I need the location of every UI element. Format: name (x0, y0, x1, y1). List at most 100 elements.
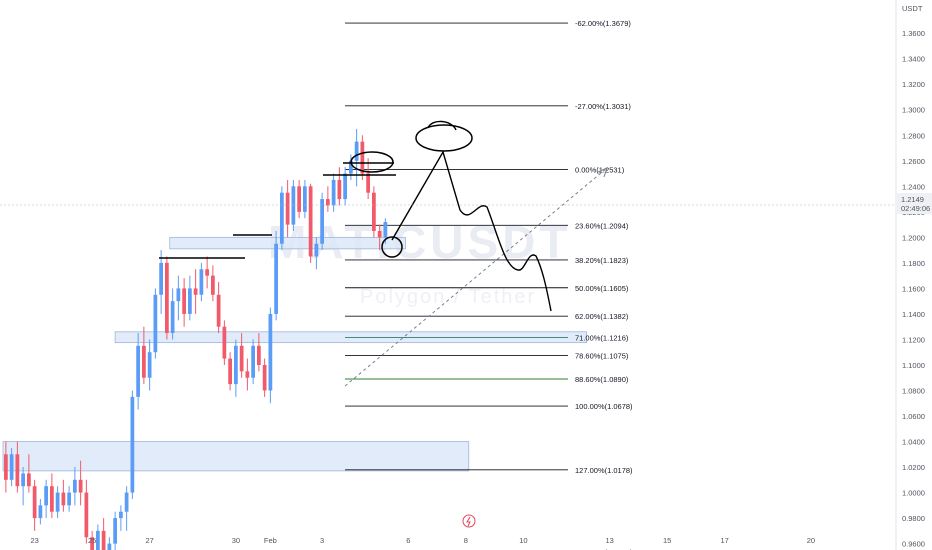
time-tick-label: 23 (30, 536, 38, 545)
candle-body (326, 199, 330, 206)
supply-demand-zone-3[interactable] (2, 441, 470, 472)
lightning-event-icon[interactable] (462, 514, 476, 528)
candle-body (280, 192, 284, 244)
candle-body (73, 479, 77, 493)
time-tick-label: 6 (406, 536, 410, 545)
candle-body (176, 288, 181, 302)
price-tick-label: 1.2400 (902, 182, 925, 191)
projected-path[interactable] (391, 150, 552, 312)
candle-body (119, 511, 123, 519)
price-tick-label: 1.0200 (902, 463, 925, 472)
double-top-circle-2[interactable] (415, 124, 473, 152)
candle-body (50, 486, 54, 512)
candle-body (193, 288, 198, 295)
price-tick-label: 1.0400 (902, 438, 925, 447)
fib-label: 0.00%(1.2531) (575, 166, 625, 175)
live-price-value: 1.2149 (901, 195, 924, 204)
candle-body (78, 479, 83, 493)
candle-body (44, 486, 48, 506)
fib-label: -27.00%(1.3031) (575, 102, 631, 111)
fib-label: 62.00%(1.1382) (575, 312, 629, 321)
time-tick-label: 20 (807, 536, 815, 545)
candle-body (320, 199, 324, 244)
price-tick-label: 0.9800 (902, 514, 925, 523)
price-tick-label: 1.1800 (902, 259, 925, 268)
price-tick-label: 1.3400 (902, 55, 925, 64)
candle-body (268, 313, 273, 391)
candle-body (165, 262, 169, 334)
trend-arrow-line[interactable] (344, 167, 608, 387)
candle-body (130, 396, 135, 493)
candle-body (383, 222, 388, 238)
candle-body (67, 492, 71, 506)
candle-body (147, 352, 152, 378)
candle-body (297, 186, 301, 212)
hand-drawn-arc[interactable] (427, 120, 457, 131)
fib-label: 23.60%(1.2094) (575, 221, 629, 230)
neckline-circle[interactable] (381, 236, 403, 258)
time-axis[interactable]: 23 25 27 30 Feb 3 6 8 10 13 15 17 20 (30, 536, 815, 545)
time-tick-label: 13 (605, 536, 613, 545)
price-tick-label: 1.1600 (902, 284, 925, 293)
live-price-marker: 1.2149 02:49:06 (0, 193, 932, 214)
candle-body (90, 537, 94, 550)
candle-body (21, 473, 25, 487)
candle-body (314, 243, 319, 257)
candle-body (101, 530, 106, 550)
fib-levels-layer: -62.00%(1.3679) -27.00%(1.3031) 0.00%(1.25… (345, 19, 633, 550)
candle-body (262, 364, 267, 391)
supply-demand-zone-1[interactable] (169, 236, 406, 250)
candle-body (331, 179, 336, 206)
candle-body (136, 345, 140, 397)
candle-body (239, 345, 244, 372)
candle-body (32, 486, 37, 519)
candle-body (199, 269, 204, 295)
candle-body (257, 345, 261, 365)
lightning-bolt-glyph (466, 516, 471, 527)
time-tick-label: 3 (320, 536, 324, 545)
user-drawings[interactable] (159, 120, 608, 387)
candle-body (291, 186, 296, 225)
candle-body (55, 492, 60, 512)
price-tick-label: 1.2000 (902, 233, 925, 242)
live-price-badge (897, 193, 932, 214)
time-tick-label: 17 (720, 536, 728, 545)
price-tick-label: 1.0600 (902, 412, 925, 421)
candle-body (9, 454, 14, 480)
fib-label: -62.00%(1.3679) (575, 19, 631, 28)
candle-body (182, 288, 186, 314)
candle-body (251, 345, 255, 378)
price-tick-label: 1.1200 (902, 335, 925, 344)
event-marker[interactable] (462, 514, 476, 528)
currency-label: USDT (902, 4, 923, 13)
price-tick-label: 0.9600 (902, 540, 925, 549)
time-tick-label: Feb (264, 536, 277, 545)
fib-label: 161.80%(0.9534) (575, 548, 633, 550)
time-tick-label: 25 (88, 536, 96, 545)
price-tick-label: 1.2800 (902, 131, 925, 140)
candle-body (343, 173, 347, 200)
candle-body (188, 288, 192, 314)
watermark-pair: Polygon / Tether (360, 286, 536, 308)
candle-body (234, 345, 238, 385)
candle-body (113, 518, 117, 544)
double-top-circle-1[interactable] (350, 151, 394, 173)
time-tick-label: 27 (145, 536, 153, 545)
candle-body (222, 326, 227, 359)
price-tick-label: 1.1000 (902, 361, 925, 370)
fib-label: 127.00%(1.0178) (575, 466, 633, 475)
candle-body (15, 454, 20, 487)
fib-label: 71.00%(1.1216) (575, 333, 629, 342)
price-tick-label: 1.0000 (902, 489, 925, 498)
price-axis[interactable]: USDT 1.3600 1.3400 1.3200 1.3000 1.2800 1.260… (895, 0, 925, 550)
candle-body (360, 141, 365, 174)
fib-label: 88.60%(1.0890) (575, 375, 629, 384)
countdown-timer: 02:49:06 (901, 204, 930, 213)
candle-body (170, 301, 175, 334)
candle-body (228, 358, 232, 385)
candle-body (142, 345, 146, 378)
fib-label: 50.00%(1.1605) (575, 284, 629, 293)
price-tick-label: 1.1400 (902, 310, 925, 319)
candle-body (216, 294, 221, 327)
